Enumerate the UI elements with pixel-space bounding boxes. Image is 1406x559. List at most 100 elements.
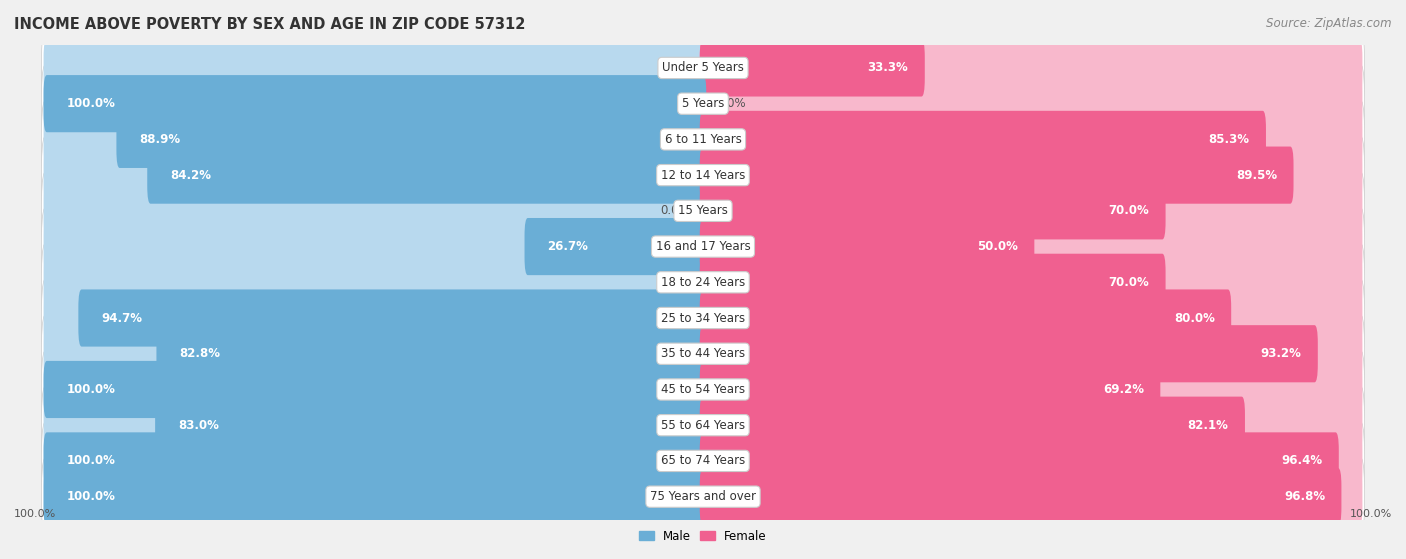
FancyBboxPatch shape <box>44 432 706 490</box>
FancyBboxPatch shape <box>148 146 706 203</box>
Text: 80.0%: 80.0% <box>1174 311 1215 325</box>
FancyBboxPatch shape <box>700 39 925 97</box>
Text: 100.0%: 100.0% <box>66 490 115 503</box>
Text: 0.0%: 0.0% <box>661 61 690 74</box>
Text: 82.8%: 82.8% <box>180 347 221 360</box>
Text: 94.7%: 94.7% <box>101 311 142 325</box>
FancyBboxPatch shape <box>42 99 1364 180</box>
Text: 89.5%: 89.5% <box>1236 169 1277 182</box>
Legend: Male, Female: Male, Female <box>634 525 772 547</box>
Text: Under 5 Years: Under 5 Years <box>662 61 744 74</box>
FancyBboxPatch shape <box>44 468 706 525</box>
FancyBboxPatch shape <box>155 397 706 454</box>
FancyBboxPatch shape <box>44 182 706 239</box>
Text: 0.0%: 0.0% <box>661 205 690 217</box>
Text: 100.0%: 100.0% <box>66 454 115 467</box>
FancyBboxPatch shape <box>700 182 1166 239</box>
Text: 26.7%: 26.7% <box>547 240 588 253</box>
FancyBboxPatch shape <box>700 254 1362 311</box>
Text: 18 to 24 Years: 18 to 24 Years <box>661 276 745 289</box>
Text: 45 to 54 Years: 45 to 54 Years <box>661 383 745 396</box>
FancyBboxPatch shape <box>700 432 1339 490</box>
FancyBboxPatch shape <box>44 361 706 418</box>
FancyBboxPatch shape <box>44 111 706 168</box>
FancyBboxPatch shape <box>42 385 1364 466</box>
FancyBboxPatch shape <box>42 241 1364 323</box>
FancyBboxPatch shape <box>700 325 1317 382</box>
FancyBboxPatch shape <box>700 361 1160 418</box>
FancyBboxPatch shape <box>700 39 1362 97</box>
FancyBboxPatch shape <box>700 468 1341 525</box>
FancyBboxPatch shape <box>700 182 1362 239</box>
FancyBboxPatch shape <box>700 146 1294 203</box>
Text: 88.9%: 88.9% <box>139 133 180 146</box>
Text: 83.0%: 83.0% <box>179 419 219 432</box>
Text: 55 to 64 Years: 55 to 64 Years <box>661 419 745 432</box>
FancyBboxPatch shape <box>44 75 706 132</box>
FancyBboxPatch shape <box>42 277 1364 359</box>
FancyBboxPatch shape <box>42 27 1364 108</box>
FancyBboxPatch shape <box>44 75 706 132</box>
FancyBboxPatch shape <box>700 146 1362 203</box>
Text: 100.0%: 100.0% <box>14 509 56 519</box>
FancyBboxPatch shape <box>42 420 1364 501</box>
Text: 69.2%: 69.2% <box>1102 383 1144 396</box>
FancyBboxPatch shape <box>42 349 1364 430</box>
FancyBboxPatch shape <box>44 254 706 311</box>
Text: 35 to 44 Years: 35 to 44 Years <box>661 347 745 360</box>
FancyBboxPatch shape <box>700 290 1362 347</box>
Text: 84.2%: 84.2% <box>170 169 211 182</box>
Text: 0.0%: 0.0% <box>661 276 690 289</box>
Text: 75 Years and over: 75 Years and over <box>650 490 756 503</box>
FancyBboxPatch shape <box>44 397 706 454</box>
FancyBboxPatch shape <box>700 432 1362 490</box>
Text: 82.1%: 82.1% <box>1188 419 1229 432</box>
FancyBboxPatch shape <box>156 325 706 382</box>
FancyBboxPatch shape <box>524 218 706 275</box>
Text: 65 to 74 Years: 65 to 74 Years <box>661 454 745 467</box>
FancyBboxPatch shape <box>42 456 1364 537</box>
Text: 5 Years: 5 Years <box>682 97 724 110</box>
FancyBboxPatch shape <box>700 397 1244 454</box>
Text: 96.4%: 96.4% <box>1281 454 1323 467</box>
Text: 0.0%: 0.0% <box>716 97 745 110</box>
FancyBboxPatch shape <box>700 218 1035 275</box>
Text: 93.2%: 93.2% <box>1261 347 1302 360</box>
Text: 70.0%: 70.0% <box>1108 276 1149 289</box>
FancyBboxPatch shape <box>700 75 1362 132</box>
FancyBboxPatch shape <box>42 313 1364 395</box>
Text: 12 to 14 Years: 12 to 14 Years <box>661 169 745 182</box>
FancyBboxPatch shape <box>117 111 706 168</box>
Text: 50.0%: 50.0% <box>977 240 1018 253</box>
Text: 100.0%: 100.0% <box>66 97 115 110</box>
Text: Source: ZipAtlas.com: Source: ZipAtlas.com <box>1267 17 1392 30</box>
FancyBboxPatch shape <box>700 111 1265 168</box>
Text: 100.0%: 100.0% <box>1350 509 1392 519</box>
FancyBboxPatch shape <box>700 468 1362 525</box>
Text: 16 and 17 Years: 16 and 17 Years <box>655 240 751 253</box>
Text: 25 to 34 Years: 25 to 34 Years <box>661 311 745 325</box>
Text: 70.0%: 70.0% <box>1108 205 1149 217</box>
FancyBboxPatch shape <box>44 432 706 490</box>
FancyBboxPatch shape <box>79 290 706 347</box>
FancyBboxPatch shape <box>44 468 706 525</box>
FancyBboxPatch shape <box>44 39 706 97</box>
FancyBboxPatch shape <box>44 146 706 203</box>
Text: INCOME ABOVE POVERTY BY SEX AND AGE IN ZIP CODE 57312: INCOME ABOVE POVERTY BY SEX AND AGE IN Z… <box>14 17 526 32</box>
Text: 33.3%: 33.3% <box>868 61 908 74</box>
FancyBboxPatch shape <box>700 325 1362 382</box>
FancyBboxPatch shape <box>42 134 1364 216</box>
FancyBboxPatch shape <box>700 254 1166 311</box>
FancyBboxPatch shape <box>700 397 1362 454</box>
FancyBboxPatch shape <box>700 290 1232 347</box>
FancyBboxPatch shape <box>700 361 1362 418</box>
Text: 6 to 11 Years: 6 to 11 Years <box>665 133 741 146</box>
Text: 96.8%: 96.8% <box>1284 490 1324 503</box>
Text: 100.0%: 100.0% <box>66 383 115 396</box>
FancyBboxPatch shape <box>700 111 1362 168</box>
FancyBboxPatch shape <box>42 63 1364 144</box>
FancyBboxPatch shape <box>42 206 1364 287</box>
FancyBboxPatch shape <box>700 218 1362 275</box>
Text: 15 Years: 15 Years <box>678 205 728 217</box>
FancyBboxPatch shape <box>44 290 706 347</box>
